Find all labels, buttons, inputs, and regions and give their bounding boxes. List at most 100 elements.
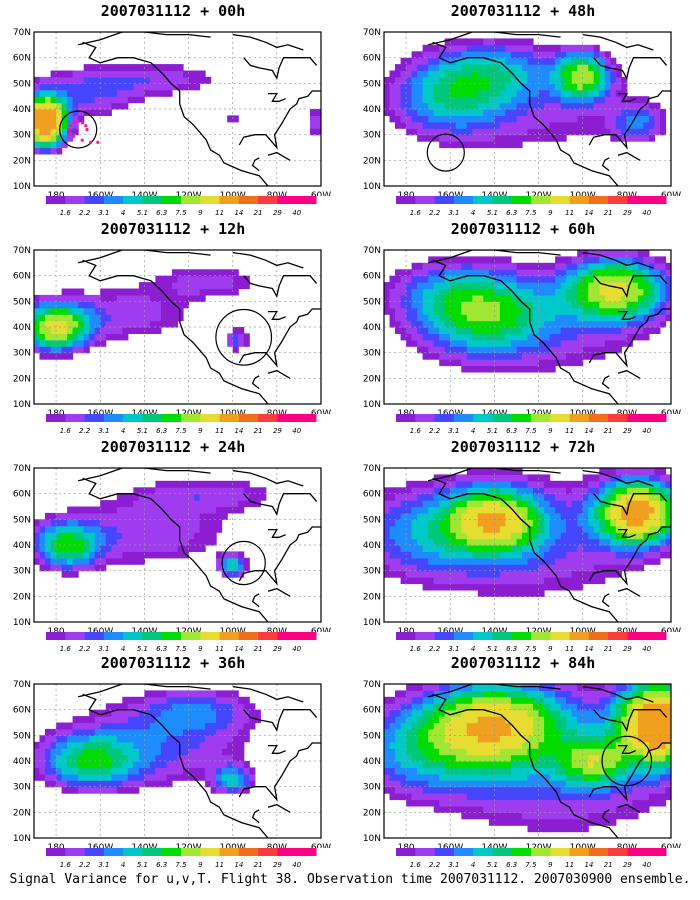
field-cell (654, 500, 661, 508)
field-cell (648, 506, 655, 514)
field-cell (94, 102, 101, 110)
field-cell (188, 761, 195, 768)
field-cell (527, 735, 534, 743)
field-cell (172, 275, 179, 283)
coastline (238, 90, 321, 150)
field-cell (599, 487, 606, 495)
field-cell (221, 282, 228, 290)
field-cell (433, 102, 440, 110)
field-cell (533, 805, 540, 813)
field-cell (494, 728, 501, 736)
field-cell (122, 551, 129, 559)
field-cell (466, 487, 473, 495)
field-cell (83, 314, 90, 322)
field-cell (533, 480, 540, 488)
field-cell (389, 551, 396, 559)
field-cell (72, 551, 79, 559)
field-cell (199, 76, 206, 84)
field-cell (660, 109, 667, 116)
field-cell (461, 102, 468, 110)
field-cell (626, 262, 633, 270)
field-cell (538, 102, 545, 110)
field-cell (472, 716, 479, 724)
field-cell (254, 709, 261, 717)
field-cell (83, 327, 90, 334)
field-cell (505, 780, 512, 788)
field-cell (466, 577, 473, 585)
field-cell (510, 480, 517, 488)
latitude-label: 20N (363, 592, 381, 602)
field-cell (533, 799, 540, 807)
field-cell (555, 76, 562, 84)
field-cell (499, 812, 506, 820)
field-cell (626, 115, 633, 123)
field-cell (450, 301, 457, 309)
field-cell (439, 551, 446, 559)
field-cell (389, 525, 396, 533)
latitude-label: 10N (13, 182, 31, 192)
field-cell (232, 780, 239, 788)
field-cell (615, 564, 622, 572)
field-cell (582, 294, 589, 302)
field-cell (477, 545, 484, 552)
field-cell (660, 128, 667, 136)
field-cell (221, 709, 228, 717)
field-cell (538, 44, 545, 52)
field-cell (643, 301, 650, 309)
field-cell (582, 128, 589, 136)
field-cell (582, 333, 589, 341)
field-cell (516, 339, 523, 347)
field-cell (406, 696, 413, 704)
field-cell (166, 64, 173, 72)
field-cell (593, 333, 600, 341)
field-cell (654, 314, 661, 322)
field-cell (516, 288, 523, 296)
field-cell (105, 512, 112, 520)
field-cell (560, 545, 567, 552)
field-cell (138, 525, 145, 533)
field-cell (472, 557, 479, 565)
legend-label: 1.6 (410, 209, 422, 217)
field-cell (538, 307, 545, 315)
field-cell (522, 320, 529, 328)
field-cell (100, 525, 107, 533)
field-cell (654, 557, 661, 565)
field-cell (100, 83, 107, 91)
field-cell (232, 115, 239, 123)
field-cell (516, 83, 523, 91)
field-cell (466, 89, 473, 97)
field-cell (194, 741, 201, 749)
field-cell (67, 134, 74, 142)
field-cell (577, 583, 584, 591)
field-cell (527, 262, 534, 270)
field-cell (400, 519, 407, 527)
field-cell (428, 282, 435, 290)
field-cell (522, 728, 529, 736)
field-cell (643, 288, 650, 296)
field-cell (389, 115, 396, 123)
color-legend: 1.6 2.2 3.1 4 5.1 6.3 7.5 9 11 14 21 29 40 (46, 848, 317, 869)
field-cell (56, 320, 63, 328)
field-cell (422, 307, 429, 315)
field-cell (527, 703, 534, 711)
field-cell (461, 480, 468, 488)
field-cell (422, 269, 429, 277)
field-cell (166, 275, 173, 283)
field-cell (588, 519, 595, 527)
field-cell (505, 51, 512, 59)
field-cell (422, 564, 429, 572)
color-legend: 1.6 2.2 3.1 4 5.1 6.3 7.5 9 11 14 21 29 40 (396, 632, 667, 653)
field-cell (111, 89, 118, 97)
field-cell (566, 301, 573, 309)
field-cell (194, 282, 201, 290)
field-cell (544, 352, 551, 360)
field-cell (555, 538, 562, 546)
field-cell (400, 301, 407, 309)
field-cell (389, 487, 396, 495)
field-cell (599, 294, 606, 302)
field-cell (428, 301, 435, 309)
field-cell (221, 269, 228, 277)
latitude-label: 20N (13, 374, 31, 384)
field-cell (466, 83, 473, 91)
field-cell (522, 722, 529, 730)
